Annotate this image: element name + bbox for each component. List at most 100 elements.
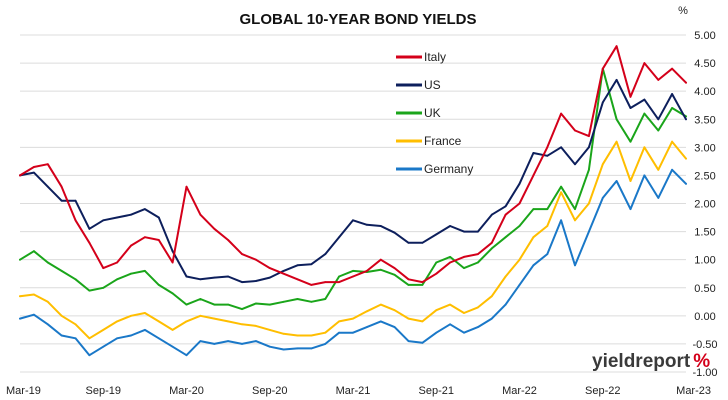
data-point <box>657 197 660 199</box>
y-axis-unit: % <box>678 5 688 17</box>
data-point <box>643 98 646 101</box>
data-point <box>88 354 91 357</box>
data-point <box>588 135 590 138</box>
data-point <box>144 208 146 211</box>
data-point <box>490 241 493 244</box>
data-point <box>310 347 313 350</box>
data-point <box>518 182 521 185</box>
data-point <box>477 230 479 233</box>
data-point <box>324 331 327 334</box>
data-point <box>407 317 410 320</box>
data-point <box>130 272 132 275</box>
data-point <box>19 295 21 298</box>
legend-item-us: US <box>396 78 441 92</box>
data-point <box>366 223 368 226</box>
data-point <box>477 326 479 328</box>
series-line <box>19 168 687 357</box>
data-point <box>296 334 299 337</box>
series-uk <box>19 67 687 311</box>
data-point <box>116 278 118 281</box>
chart-title: GLOBAL 10-YEAR BOND YIELDS <box>240 11 477 28</box>
data-point <box>366 310 368 313</box>
data-point <box>144 312 146 314</box>
x-tick-label: Mar-23 <box>676 385 711 397</box>
data-point <box>171 345 174 348</box>
data-point <box>643 174 646 177</box>
series-us <box>19 78 687 284</box>
data-point <box>255 302 257 305</box>
data-point <box>352 219 354 222</box>
data-point <box>560 185 562 188</box>
data-point <box>338 275 340 278</box>
data-point <box>157 320 160 323</box>
data-point <box>463 256 465 258</box>
y-tick-label: 4.50 <box>694 58 715 70</box>
data-point <box>379 258 382 261</box>
series-germany <box>19 168 687 357</box>
data-point <box>574 129 576 132</box>
data-point <box>144 329 146 331</box>
data-point <box>324 253 327 256</box>
y-tick-label: 2.50 <box>694 170 715 182</box>
data-point <box>504 213 507 216</box>
data-point <box>435 309 438 312</box>
data-point <box>60 270 63 272</box>
data-point <box>532 236 535 239</box>
brand-symbol: % <box>693 351 710 372</box>
data-point <box>255 280 257 282</box>
legend-item-france: France <box>396 134 462 148</box>
data-point <box>615 180 618 182</box>
series-line <box>19 78 687 284</box>
data-point <box>102 329 105 331</box>
data-point <box>102 286 105 289</box>
y-tick-label: 3.00 <box>694 142 715 154</box>
data-point <box>629 107 632 109</box>
data-point <box>615 118 618 121</box>
data-point <box>46 300 49 303</box>
data-point <box>407 241 410 244</box>
series-line <box>19 67 687 311</box>
data-point <box>671 67 673 70</box>
data-point <box>518 284 521 286</box>
data-point <box>199 278 202 281</box>
data-point <box>407 278 410 281</box>
data-point <box>213 343 216 345</box>
data-point <box>338 236 340 239</box>
data-point <box>629 140 632 143</box>
data-point <box>477 253 479 256</box>
y-tick-label: -1.00 <box>692 367 717 379</box>
data-point <box>310 263 313 266</box>
data-point <box>144 236 146 239</box>
data-point <box>19 174 21 177</box>
data-point <box>185 354 188 357</box>
x-axis-ticks: Mar-19 Sep-19 Mar-20 Sep-20 Mar-21 Sep-21 Mar-… <box>6 385 711 397</box>
data-point <box>685 118 687 121</box>
data-point <box>74 323 77 326</box>
data-point <box>588 168 590 171</box>
data-point <box>213 276 216 279</box>
data-point <box>504 275 507 278</box>
data-point <box>546 208 549 211</box>
data-point <box>504 303 507 306</box>
data-point <box>449 225 451 227</box>
data-point <box>518 202 521 205</box>
data-point <box>407 340 410 342</box>
data-point <box>199 298 202 300</box>
data-point <box>685 157 687 160</box>
y-tick-label: 1.50 <box>694 227 715 239</box>
data-point <box>629 180 632 182</box>
data-point <box>255 325 257 327</box>
data-point <box>532 208 535 211</box>
legend-label: Italy <box>424 50 446 64</box>
data-point <box>157 239 160 241</box>
data-point <box>268 276 271 279</box>
data-point <box>46 163 49 166</box>
data-point <box>88 289 91 292</box>
data-point <box>130 244 132 247</box>
data-point <box>463 267 465 269</box>
x-tick-label: Mar-19 <box>6 385 41 397</box>
data-point <box>435 233 438 236</box>
legend-label: France <box>424 134 462 148</box>
series-lines <box>19 45 687 357</box>
data-point <box>379 268 382 271</box>
